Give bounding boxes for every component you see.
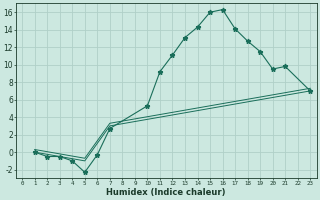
- X-axis label: Humidex (Indice chaleur): Humidex (Indice chaleur): [107, 188, 226, 197]
